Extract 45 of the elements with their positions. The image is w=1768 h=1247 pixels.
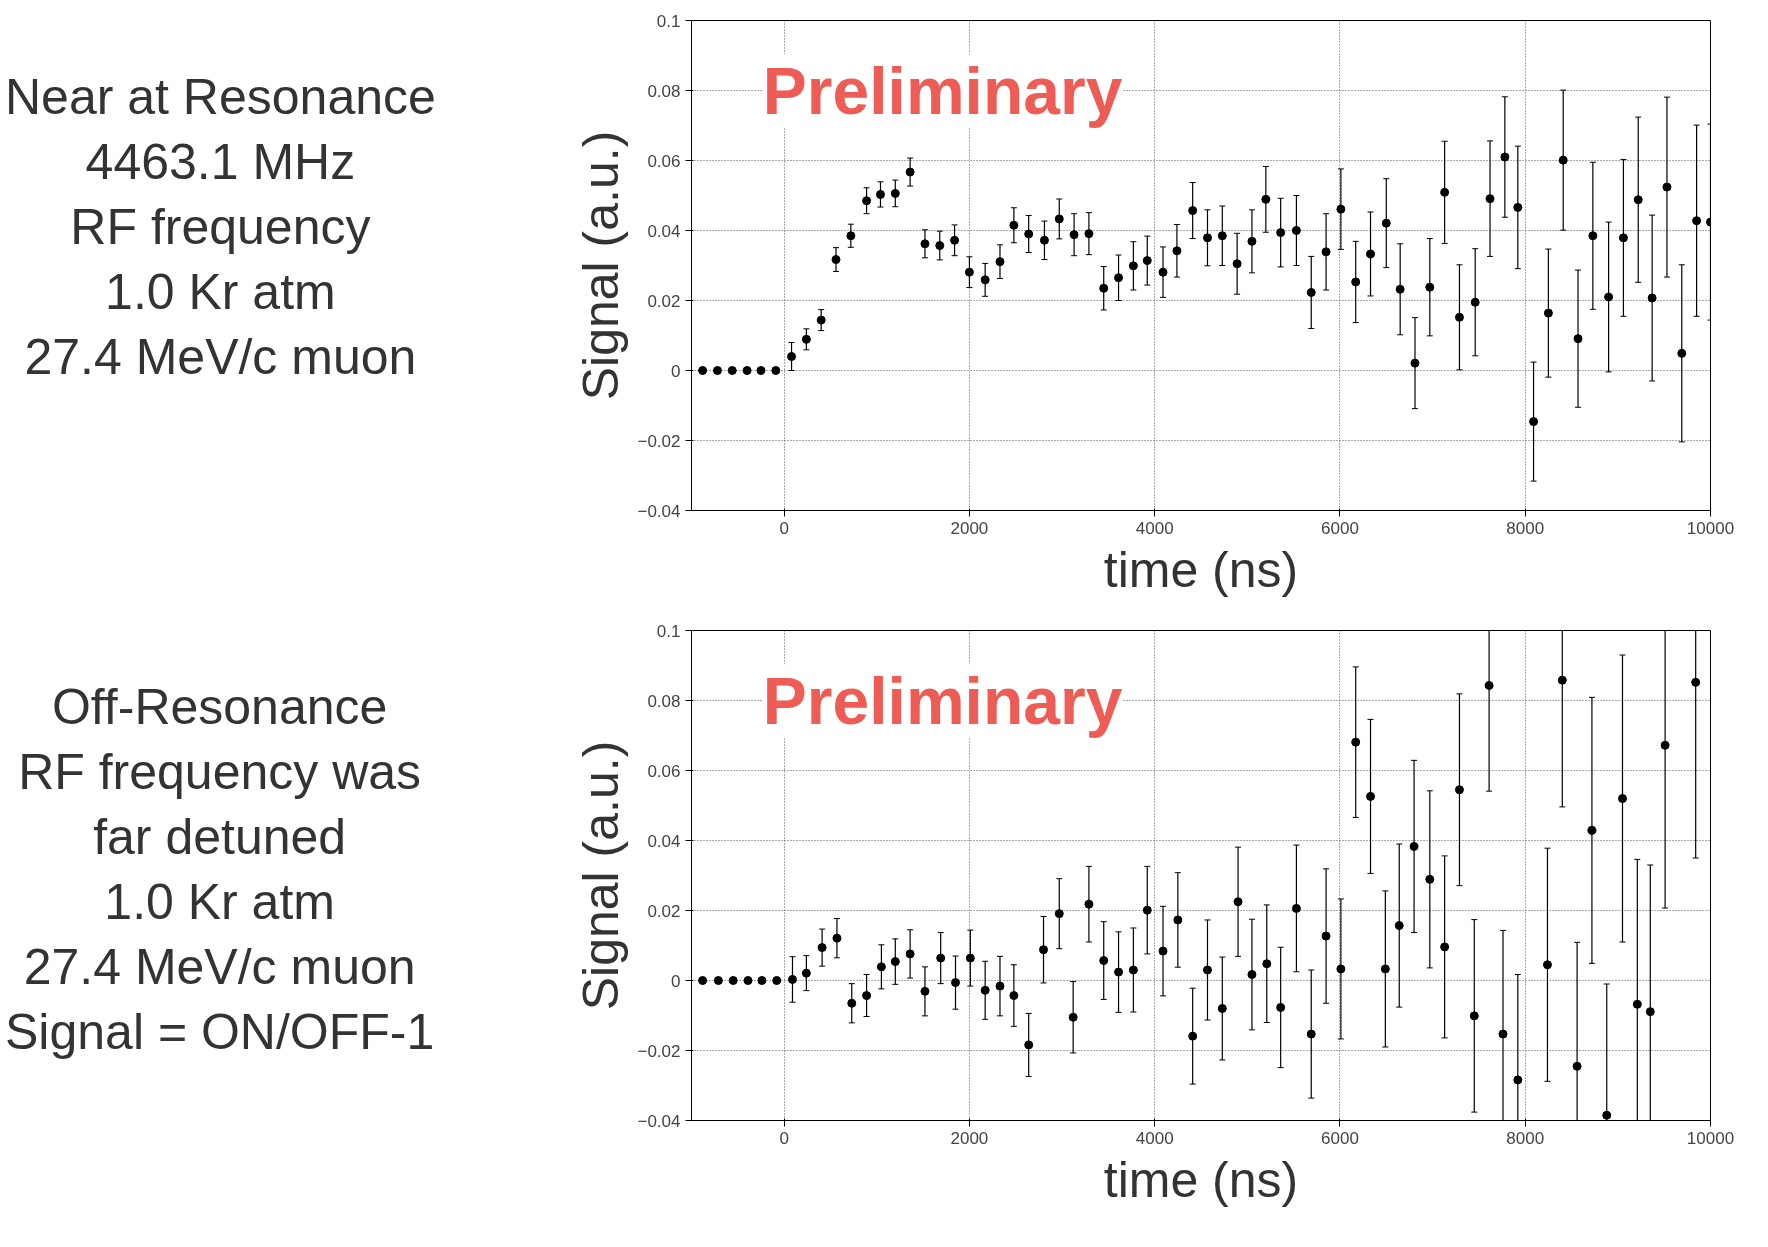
text: 27.4 MeV/c muon — [24, 329, 417, 385]
y-tick-label: 0 — [671, 361, 681, 381]
x-tick-label: 8000 — [1506, 1128, 1545, 1148]
y-tick-label: 0.06 — [647, 761, 681, 781]
text: Off-Resonance — [51, 679, 388, 735]
x-tick-label: 10000 — [1686, 1128, 1735, 1148]
y-axis-title: Signal (a.u.) — [573, 130, 630, 401]
text: RF frequency — [70, 199, 371, 255]
text: Signal = ON/OFF-1 — [5, 1004, 435, 1060]
text: Near at Resonance — [5, 69, 436, 125]
x-tick-label: 10000 — [1686, 518, 1735, 538]
x-tick-label: 4000 — [1135, 1128, 1174, 1148]
y-axis-title: Signal (a.u.) — [573, 740, 630, 1011]
y-tick-label: 0.08 — [647, 81, 681, 101]
y-tick-label: 0.06 — [647, 151, 681, 171]
annotation: Preliminary — [762, 664, 1123, 739]
x-tick-label: 4000 — [1135, 518, 1174, 538]
y-tick-label: 0.1 — [656, 621, 681, 641]
x-axis-title: time (ns) — [1103, 1151, 1299, 1208]
y-tick-label: 0.02 — [647, 291, 681, 311]
y-tick-label: −0.04 — [637, 501, 681, 521]
text: 1.0 Kr atm — [104, 874, 335, 930]
x-tick-label: 0 — [779, 1128, 789, 1148]
y-tick-label: 0 — [671, 971, 681, 991]
y-tick-label: −0.04 — [637, 1111, 681, 1131]
x-tick-label: 6000 — [1321, 1128, 1359, 1148]
x-axis-title: time (ns) — [1103, 541, 1299, 598]
text: far detuned — [93, 809, 347, 865]
annotation: Preliminary — [762, 54, 1123, 129]
y-tick-label: −0.02 — [637, 1041, 681, 1061]
y-tick-label: 0.02 — [647, 901, 681, 921]
text: RF frequency was — [18, 744, 422, 800]
text: 27.4 MeV/c muon — [23, 939, 416, 995]
y-tick-label: 0.1 — [656, 11, 681, 31]
x-tick-label: 2000 — [950, 518, 989, 538]
y-tick-label: −0.02 — [637, 431, 681, 451]
x-tick-label: 2000 — [950, 1128, 989, 1148]
x-tick-label: 6000 — [1321, 518, 1359, 538]
x-tick-label: 0 — [779, 518, 789, 538]
text: 4463.1 MHz — [85, 134, 356, 190]
y-tick-label: 0.08 — [647, 691, 681, 711]
text: 1.0 Kr atm — [105, 264, 336, 320]
y-tick-label: 0.04 — [647, 831, 681, 851]
x-tick-label: 8000 — [1506, 518, 1545, 538]
y-tick-label: 0.04 — [647, 221, 681, 241]
